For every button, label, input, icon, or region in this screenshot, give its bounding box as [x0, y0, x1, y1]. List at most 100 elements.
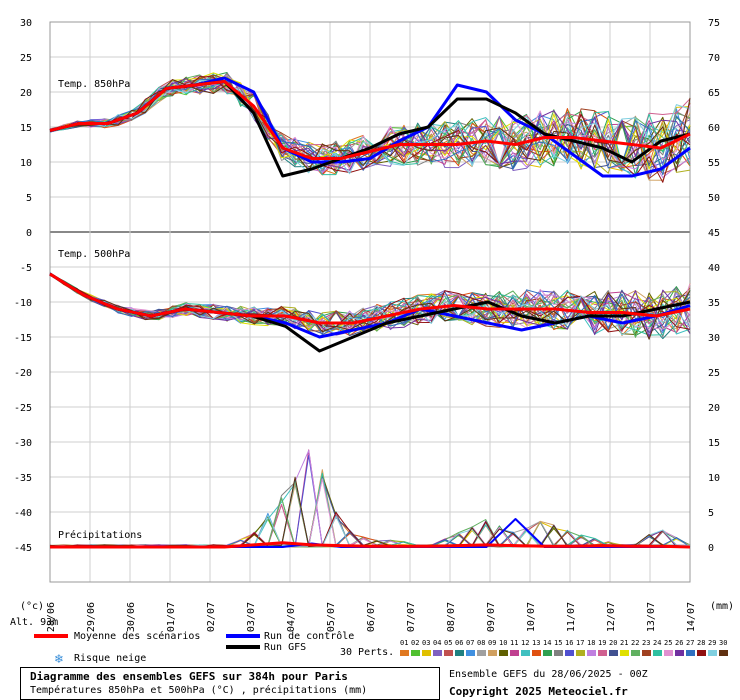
left-tick-label: -45	[14, 543, 32, 554]
date-tick-label: 28/06	[46, 602, 57, 632]
pert-number: 06	[455, 639, 464, 647]
pert-color-swatch	[466, 650, 475, 656]
right-tick-label: 5	[708, 508, 714, 519]
t850-member-line	[49, 76, 691, 183]
chart-axes: 30 25 20 15 10 5 0 -5 -10 -15 -20 -25 -30 -35 -40 -45 75…	[14, 18, 720, 632]
date-tick-label: 13/07	[646, 602, 657, 632]
right-tick-label: 0	[708, 543, 714, 554]
date-tick-label: 07/07	[406, 602, 417, 632]
pert-color-swatch	[664, 650, 673, 656]
left-tick-label: 20	[20, 88, 32, 99]
pert-color-swatch	[598, 650, 607, 656]
left-tick-label: 15	[20, 123, 32, 134]
right-tick-label: 45	[708, 228, 720, 239]
precip-mean-line	[50, 541, 691, 549]
left-tick-label: 5	[26, 193, 32, 204]
left-tick-label: -20	[14, 368, 32, 379]
run-info: Ensemble GEFS du 28/06/2025 - 00Z	[449, 669, 648, 680]
unit-left: (°c)	[20, 601, 45, 612]
date-tick-label: 30/06	[126, 602, 137, 632]
date-tick-label: 01/07	[166, 602, 177, 632]
pert-color-swatch	[708, 650, 717, 656]
pert-number: 25	[664, 639, 673, 647]
date-tick-label: 06/07	[366, 602, 377, 632]
altitude-label: Alt. 93m	[10, 617, 59, 628]
pert-number: 12	[521, 639, 530, 647]
left-tick-label: 25	[20, 53, 32, 64]
date-tick-label: 03/07	[246, 602, 257, 632]
pert-color-swatch	[609, 650, 618, 656]
pert-number: 28	[697, 639, 706, 647]
pert-number: 10	[499, 639, 508, 647]
date-tick-label: 12/07	[606, 602, 617, 632]
pert-number: 14	[543, 639, 552, 647]
pert-color-swatch	[455, 650, 464, 656]
pert-color-swatch	[697, 650, 706, 656]
pert-color-swatch	[587, 650, 596, 656]
left-tick-label: 30	[20, 18, 32, 29]
pert-color-swatch	[521, 650, 530, 656]
pert-color-swatch	[488, 650, 497, 656]
right-tick-label: 20	[708, 403, 720, 414]
right-tick-label: 75	[708, 18, 720, 29]
pert-number: 04	[433, 639, 442, 647]
right-tick-label: 25	[708, 368, 720, 379]
date-tick-label: 02/07	[206, 602, 217, 632]
date-tick-label: 05/07	[326, 602, 337, 632]
pert-number: 21	[620, 639, 629, 647]
t500-member-line	[49, 272, 691, 336]
t500-mean-line	[49, 272, 691, 325]
right-tick-label: 55	[708, 158, 720, 169]
pert-number: 19	[598, 639, 607, 647]
right-tick-label: 30	[708, 333, 720, 344]
mean-legend-swatch	[34, 634, 68, 638]
left-tick-label: -35	[14, 473, 32, 484]
pert-color-swatch	[620, 650, 629, 656]
right-tick-label: 60	[708, 123, 720, 134]
title-line1: Diagramme des ensembles GEFS sur 384h po…	[30, 670, 348, 683]
gfs-legend-swatch	[226, 645, 260, 649]
pert-number: 07	[466, 639, 475, 647]
date-tick-label: 29/06	[86, 602, 97, 632]
right-tick-label: 40	[708, 263, 720, 274]
pert-color-swatch	[631, 650, 640, 656]
pert-number: 20	[609, 639, 618, 647]
date-tick-label: 04/07	[286, 602, 297, 632]
pert-color-swatch	[653, 650, 662, 656]
pert-number: 03	[422, 639, 431, 647]
pert-color-swatch	[576, 650, 585, 656]
pert-number: 18	[587, 639, 596, 647]
pert-color-swatch	[543, 650, 552, 656]
pert-color-swatch	[675, 650, 684, 656]
pert-number: 01	[400, 639, 409, 647]
left-tick-label: -5	[20, 263, 32, 274]
pert-color-swatch	[686, 650, 695, 656]
mean-legend-label: Moyenne des scénarios	[74, 631, 201, 642]
left-tick-label: -40	[14, 508, 32, 519]
left-tick-label: -25	[14, 403, 32, 414]
pert-color-swatch	[433, 650, 442, 656]
pert-number: 29	[708, 639, 717, 647]
pert-color-swatch	[400, 650, 409, 656]
right-tick-label: 70	[708, 53, 720, 64]
t500-label: Temp. 500hPa	[58, 249, 131, 260]
right-tick-label: 10	[708, 473, 720, 484]
left-tick-label: -30	[14, 438, 32, 449]
left-tick-label: 10	[20, 158, 32, 169]
right-tick-label: 65	[708, 88, 720, 99]
date-tick-label: 08/07	[446, 602, 457, 632]
pert-number: 27	[686, 639, 695, 647]
control-legend-label: Run de contrôle	[264, 631, 355, 642]
left-tick-label: -10	[14, 298, 32, 309]
pert-number: 23	[642, 639, 651, 647]
date-tick-label: 09/07	[486, 602, 497, 632]
precip-label: Précipitations	[58, 530, 143, 541]
pert-color-swatch	[499, 650, 508, 656]
pert-color-swatch	[642, 650, 651, 656]
left-tick-label: -15	[14, 333, 32, 344]
pert-number: 02	[411, 639, 420, 647]
t500-member-line	[49, 274, 691, 336]
pert-color-swatch	[510, 650, 519, 656]
pert-number: 26	[675, 639, 684, 647]
pert-color-swatch	[532, 650, 541, 656]
